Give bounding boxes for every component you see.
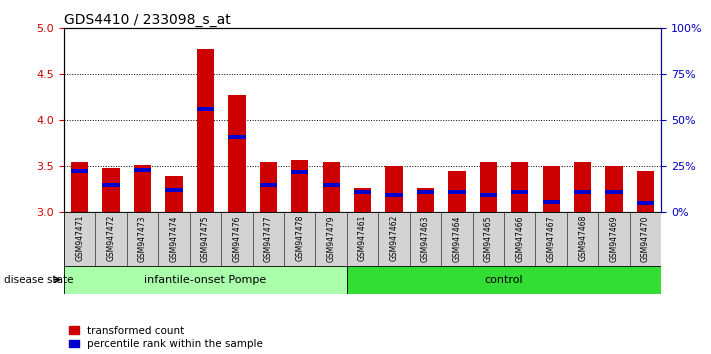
Bar: [228, 95, 245, 212]
Text: GSM947466: GSM947466: [515, 215, 524, 262]
Text: GSM947479: GSM947479: [326, 215, 336, 262]
Text: GSM947468: GSM947468: [578, 215, 587, 262]
Bar: [197, 108, 214, 111]
Bar: [166, 188, 183, 192]
Text: GSM947471: GSM947471: [75, 215, 84, 262]
Text: GSM947477: GSM947477: [264, 215, 273, 262]
Bar: [197, 48, 214, 212]
Text: disease state: disease state: [4, 275, 73, 285]
Bar: [102, 168, 119, 212]
Bar: [574, 162, 592, 212]
Text: control: control: [485, 275, 523, 285]
Bar: [542, 166, 560, 212]
Text: GSM947472: GSM947472: [107, 215, 116, 262]
Text: GSM947462: GSM947462: [390, 215, 399, 262]
Text: GSM947463: GSM947463: [421, 215, 430, 262]
Bar: [260, 162, 277, 212]
Bar: [574, 190, 592, 194]
Bar: [228, 135, 245, 139]
Bar: [102, 183, 119, 187]
Bar: [260, 183, 277, 187]
Text: GDS4410 / 233098_s_at: GDS4410 / 233098_s_at: [64, 13, 231, 27]
Bar: [166, 176, 183, 212]
Bar: [448, 171, 466, 212]
Bar: [291, 160, 309, 212]
Bar: [448, 190, 466, 194]
Bar: [606, 166, 623, 212]
Bar: [64, 266, 347, 294]
Text: GSM947465: GSM947465: [484, 215, 493, 262]
Text: GSM947475: GSM947475: [201, 215, 210, 262]
Bar: [134, 165, 151, 212]
Text: GSM947476: GSM947476: [232, 215, 241, 262]
Text: infantile-onset Pompe: infantile-onset Pompe: [144, 275, 267, 285]
Bar: [480, 193, 497, 197]
Text: GSM947464: GSM947464: [452, 215, 461, 262]
Bar: [511, 162, 528, 212]
Text: GSM947474: GSM947474: [169, 215, 178, 262]
Bar: [542, 200, 560, 204]
Bar: [385, 193, 402, 197]
Bar: [511, 190, 528, 194]
Bar: [347, 266, 661, 294]
Bar: [417, 188, 434, 212]
Bar: [637, 201, 654, 205]
Bar: [71, 169, 88, 173]
Text: GSM947467: GSM947467: [547, 215, 556, 262]
Bar: [71, 162, 88, 212]
Bar: [291, 170, 309, 174]
Text: GSM947461: GSM947461: [358, 215, 367, 262]
Legend: transformed count, percentile rank within the sample: transformed count, percentile rank withi…: [69, 326, 263, 349]
Bar: [323, 183, 340, 187]
Bar: [417, 190, 434, 194]
Bar: [354, 188, 371, 212]
Bar: [323, 162, 340, 212]
Bar: [354, 190, 371, 194]
Text: GSM947470: GSM947470: [641, 215, 650, 262]
Bar: [606, 190, 623, 194]
Bar: [480, 162, 497, 212]
Text: GSM947478: GSM947478: [295, 215, 304, 262]
Text: GSM947469: GSM947469: [609, 215, 619, 262]
Text: GSM947473: GSM947473: [138, 215, 147, 262]
Bar: [637, 171, 654, 212]
Bar: [385, 166, 402, 212]
Bar: [134, 168, 151, 172]
